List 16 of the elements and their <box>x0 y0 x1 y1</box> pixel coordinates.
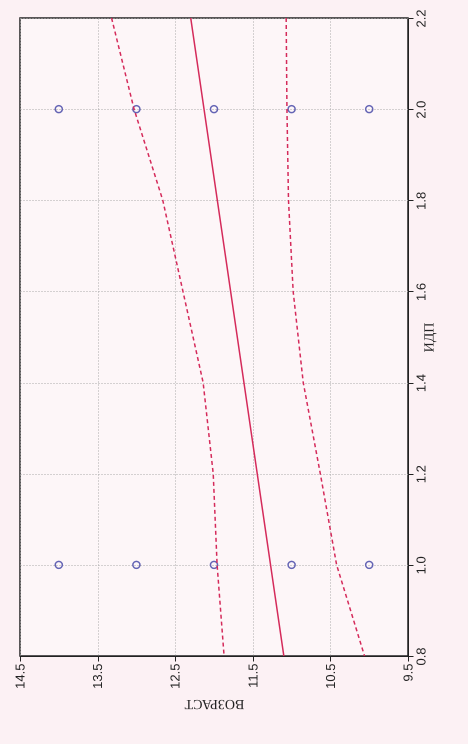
y-tick-label: 1.2 <box>414 465 428 484</box>
x-tick-label: 13.5 <box>90 664 106 689</box>
y-tick-label: 2.0 <box>414 100 428 119</box>
x-axis-title: ВОЗРАСТ <box>184 696 244 711</box>
y-axis-title: ИДП <box>422 322 438 352</box>
x-tick-label: 14.5 <box>12 664 28 689</box>
x-tick-label: 11.5 <box>245 664 260 688</box>
y-tick-label: 1.0 <box>414 556 428 574</box>
x-tick-label: 10.5 <box>322 664 338 689</box>
y-tick-label: 1.8 <box>414 192 428 210</box>
y-tick-label: 1.6 <box>414 282 428 301</box>
x-tick-label: 12.5 <box>168 664 183 689</box>
y-tick-label: 0.8 <box>414 647 428 666</box>
y-tick-label: 2.2 <box>414 9 428 28</box>
x-tick-label: 9.5 <box>400 664 416 682</box>
y-tick-label: 1.4 <box>414 374 428 392</box>
